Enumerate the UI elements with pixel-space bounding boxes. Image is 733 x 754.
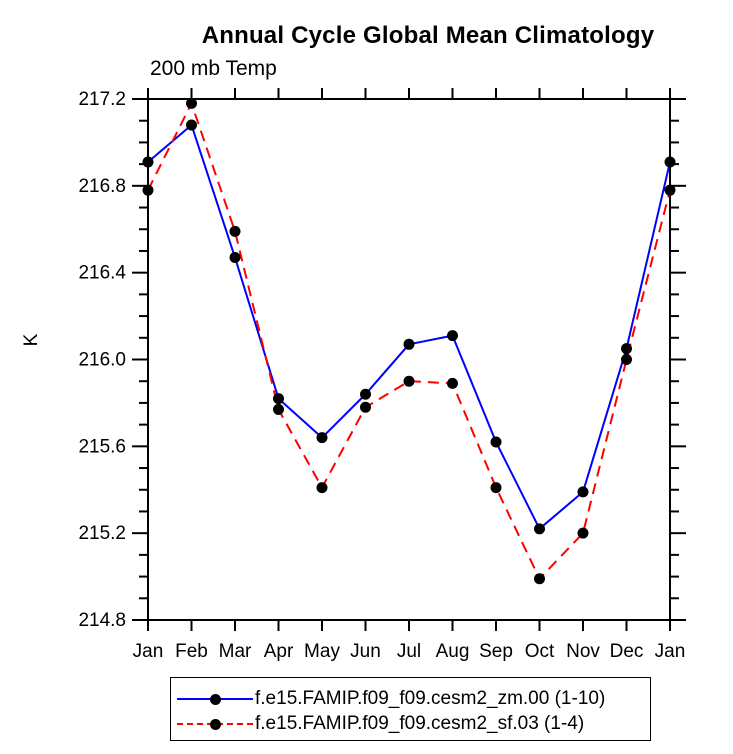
chart-title: Annual Cycle Global Mean Climatology [201,22,655,49]
x-tick-label: Apr [264,641,294,662]
data-point-marker [360,388,371,400]
data-point-marker [273,403,284,415]
data-point-marker [577,527,589,539]
series-line [147,124,671,530]
data-point-marker [403,375,415,387]
x-tick-label: Jan [655,641,686,662]
legend-row: f.e15.FAMIP.f09_f09.cesm2_sf.03 (1-4) [177,713,584,735]
y-tick-label: 217.2 [78,89,126,110]
data-point-marker [534,573,545,585]
data-point-marker [621,354,632,365]
y-tick-label: 214.8 [78,610,126,631]
data-point-marker [664,156,676,168]
y-tick-label: 215.2 [78,523,126,544]
y-tick-label: 216.8 [78,176,126,197]
x-tick-label: Jun [350,641,381,662]
legend: f.e15.FAMIP.f09_f09.cesm2_zm.00 (1-10) f… [170,677,651,741]
legend-line-sample-dashed [177,718,253,730]
data-point-marker [142,184,154,196]
x-tick-label: Sep [479,641,513,662]
data-point-marker [273,393,284,405]
legend-row: f.e15.FAMIP.f09_f09.cesm2_zm.00 (1-10) [177,688,605,710]
y-tick-label: 215.6 [78,436,126,457]
legend-line-sample-solid [177,693,253,705]
data-point-marker [316,482,328,494]
data-point-marker [447,377,458,389]
data-point-marker [534,523,545,535]
data-point-marker [577,486,589,498]
data-point-marker [490,436,502,448]
y-axis-title: K [21,333,42,346]
data-point-marker [621,343,632,355]
x-tick-label: Feb [175,641,208,662]
legend-label: f.e15.FAMIP.f09_f09.cesm2_zm.00 (1-10) [255,688,606,709]
legend-marker-dot [209,693,221,705]
data-point-marker [664,184,676,196]
data-point-marker [229,225,241,237]
legend-label: f.e15.FAMIP.f09_f09.cesm2_sf.03 (1-4) [255,713,585,734]
x-tick-label: Nov [566,641,600,662]
chart-subtitle: 200 mb Temp [150,57,277,80]
data-point-marker [360,401,371,413]
x-tick-label: Mar [219,641,252,662]
data-point-marker [186,97,197,109]
y-tick-label: 216.0 [78,350,126,371]
x-tick-label: Aug [436,641,470,662]
x-tick-label: May [304,641,340,662]
legend-marker-dot [209,718,221,730]
x-tick-label: Dec [610,641,644,662]
plot-border [147,98,671,621]
data-point-marker [403,338,415,350]
x-tick-label: Jan [133,641,164,662]
data-point-marker [186,119,197,131]
data-point-marker [447,330,458,342]
data-point-marker [316,432,328,444]
x-tick-label: Jul [397,641,421,662]
y-tick-label: 216.4 [78,263,126,284]
x-tick-label: Oct [525,641,555,662]
data-point-marker [142,156,154,168]
data-point-marker [490,482,502,494]
data-point-marker [229,251,241,263]
